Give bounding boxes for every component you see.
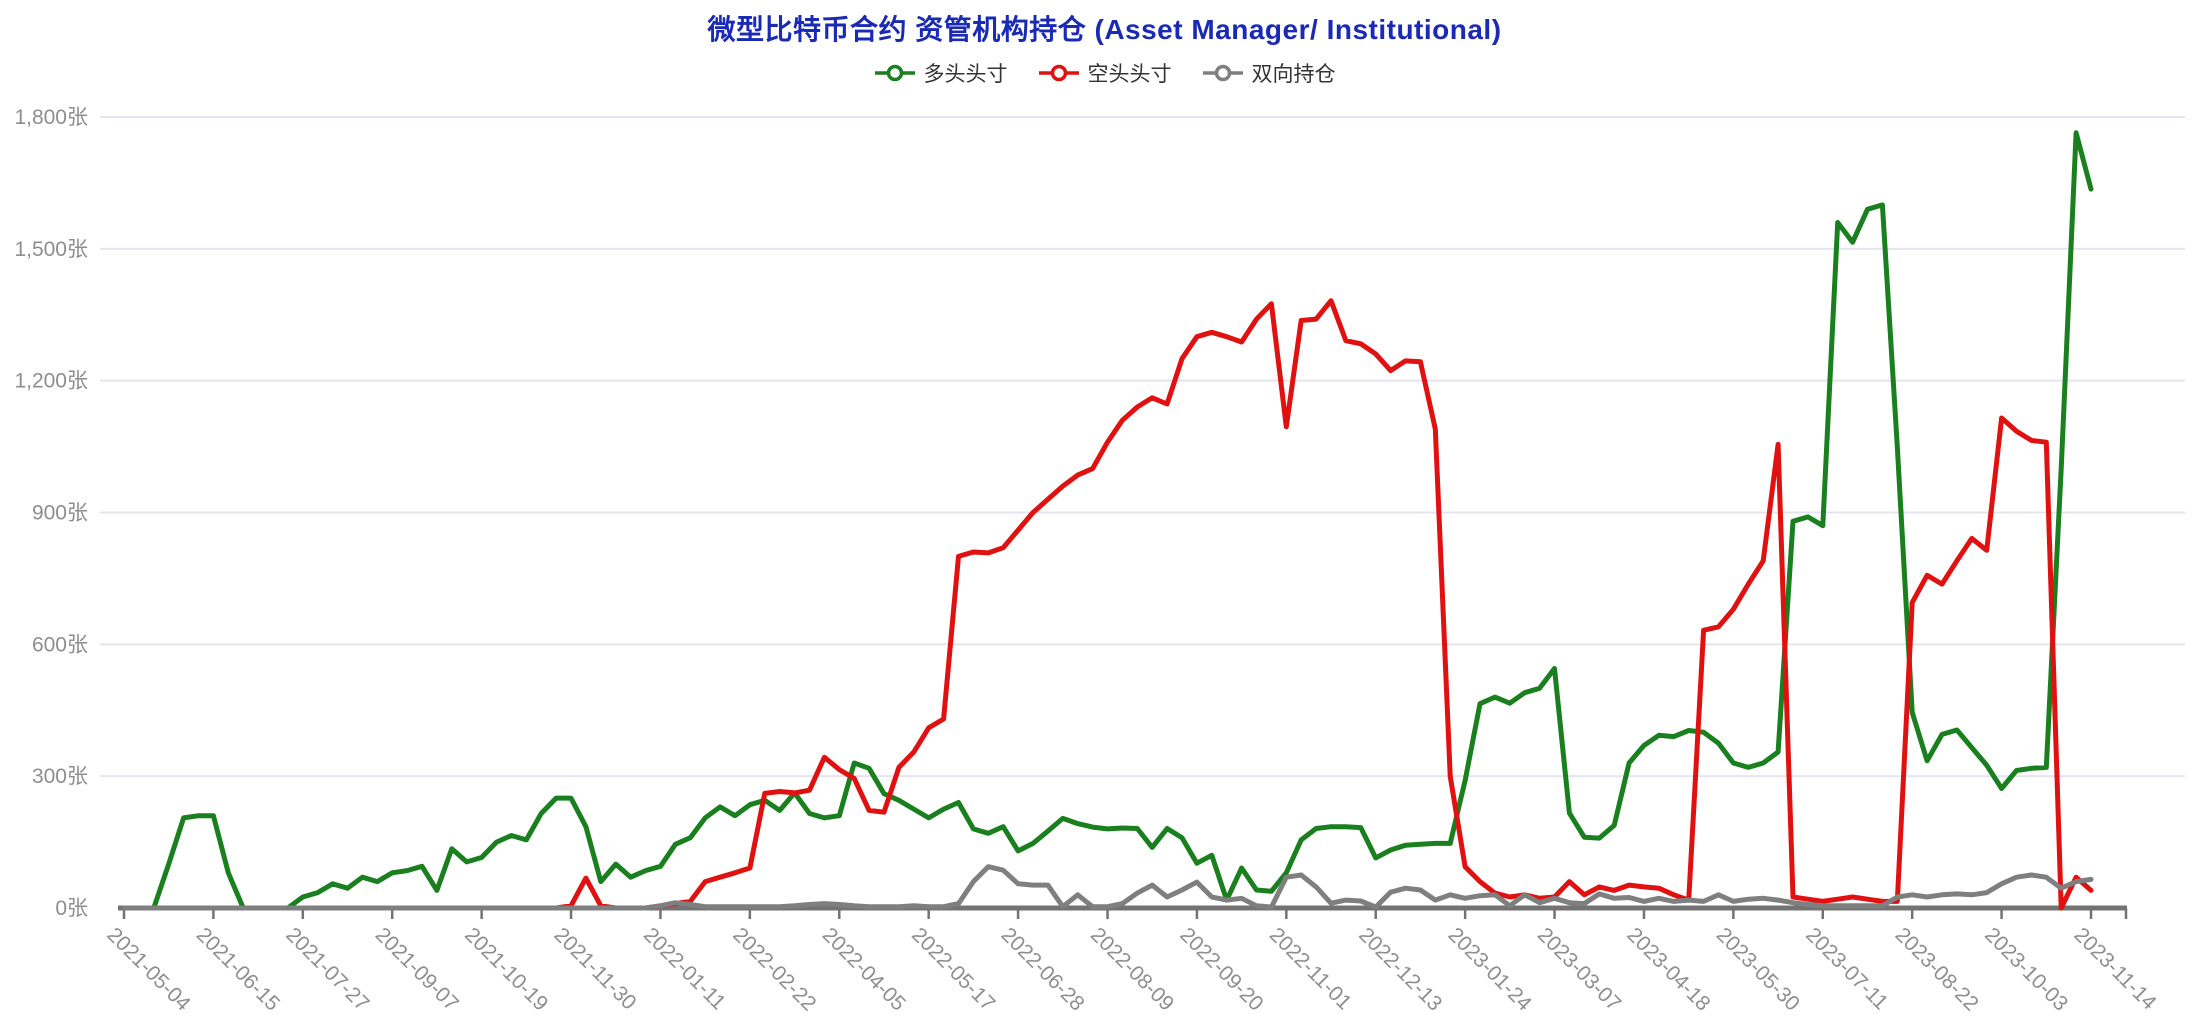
gridlines (100, 116, 2185, 778)
legend-marker-short-icon (1038, 64, 1079, 82)
x-axis-tick-label: 2023-05-30 (1712, 923, 1804, 1015)
x-axis-tick-label: 2023-04-18 (1622, 923, 1714, 1015)
x-axis-tick-label: 2023-03-07 (1533, 923, 1625, 1015)
x-axis-tick-label: 2023-11-14 (2069, 923, 2160, 1014)
x-axis-tick-label: 2021-07-27 (281, 923, 373, 1015)
x-axis-tick-label: 2021-11-30 (550, 923, 641, 1014)
x-axis-tick-label: 2021-06-15 (192, 923, 284, 1015)
y-axis-tick-label: 1,500张 (14, 238, 88, 261)
chart-title: 微型比特币合约 资管机构持仓 (Asset Manager/ Instituti… (707, 14, 1502, 45)
y-axis-tick-label: 1,800张 (14, 106, 88, 129)
x-axis-tick-label: 2023-08-22 (1891, 923, 1983, 1015)
series-line-long (121, 130, 2094, 911)
legend-marker-long-icon (874, 64, 915, 82)
legend-label-dual: 双向持仓 (1251, 63, 1336, 86)
x-axis-tick-label: 2022-11-01 (1265, 923, 1356, 1014)
x-axis-tick-label: 2021-10-19 (460, 923, 552, 1015)
legend-label-long: 多头头寸 (923, 63, 1008, 86)
x-axis-tick-label: 2022-06-28 (997, 923, 1089, 1015)
x-axis-tick-label: 2023-10-03 (1980, 923, 2072, 1015)
x-axis-tick-label: 2022-08-09 (1086, 923, 1178, 1015)
chart-legend: 多头头寸 空头头寸 双向持仓 (0, 58, 2209, 88)
x-axis-tick-label: 2021-09-07 (371, 923, 463, 1015)
y-axis-tick-label: 1,200张 (14, 370, 88, 393)
x-axis-tick-label: 2022-02-22 (728, 923, 820, 1015)
x-axis-tick-label: 2022-09-20 (1175, 923, 1267, 1015)
series-line-short (121, 298, 2094, 911)
y-axis-tick-label: 300张 (32, 765, 88, 788)
x-axis-tick-label: 2022-01-11 (639, 923, 730, 1014)
x-axis: 2021-05-042021-06-152021-07-272021-09-07… (102, 905, 2161, 1016)
legend-item-long[interactable]: 多头头寸 (874, 58, 1008, 88)
x-axis-tick-label: 2023-01-24 (1444, 923, 1536, 1015)
x-axis-tick-label: 2022-05-17 (907, 923, 999, 1015)
x-axis-tick-label: 2021-05-04 (102, 923, 194, 1015)
y-axis-tick-label: 0张 (55, 897, 88, 920)
legend-item-dual[interactable]: 双向持仓 (1202, 58, 1336, 88)
series-lines (121, 130, 2094, 911)
legend-item-short[interactable]: 空头头寸 (1038, 58, 1172, 88)
series-line-dual (121, 864, 2094, 911)
y-axis-labels: 0张 300张 600张 900张 1,200张 1,500张 1,800张 (14, 106, 88, 920)
x-axis-tick-label: 2022-12-13 (1354, 923, 1446, 1015)
legend-marker-dual-icon (1202, 64, 1243, 82)
y-axis-tick-label: 600张 (32, 633, 88, 656)
legend-label-short: 空头头寸 (1087, 63, 1172, 86)
x-axis-tick-label: 2022-04-05 (818, 923, 910, 1015)
x-axis-tick-label: 2023-07-11 (1801, 923, 1892, 1014)
y-axis-tick-label: 900张 (32, 502, 88, 525)
